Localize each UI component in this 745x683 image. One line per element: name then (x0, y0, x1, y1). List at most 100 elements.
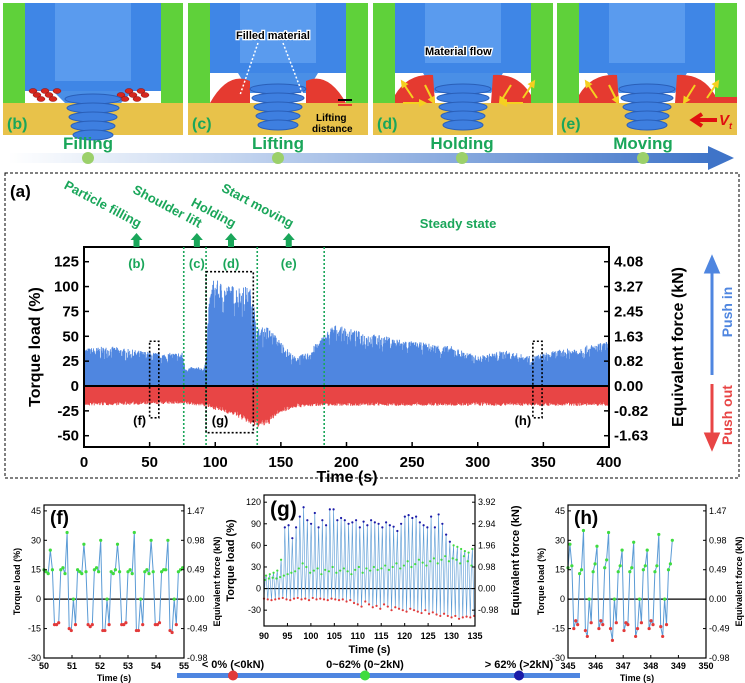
flow-arrow (584, 79, 598, 99)
data-point (418, 521, 421, 524)
data-point (599, 619, 603, 623)
data-point (568, 542, 572, 546)
data-point (647, 626, 651, 631)
y2-tick-label: 0.00 (709, 594, 727, 604)
tool-body (425, 3, 501, 63)
data-point (172, 597, 176, 601)
data-point (618, 564, 622, 568)
data-point (326, 598, 329, 602)
data-point (279, 558, 283, 561)
data-point (141, 623, 145, 627)
data-point (80, 572, 84, 576)
stage-dot (456, 152, 468, 164)
data-point (312, 569, 315, 572)
y-tick-label: 30 (555, 535, 565, 545)
plot-frame (43, 504, 185, 659)
y-tick-label: -25 (57, 403, 79, 420)
particle (44, 92, 54, 98)
data-point (461, 616, 464, 619)
data-point (332, 508, 335, 511)
y2-tick-label: 0.00 (614, 378, 643, 395)
data-point (358, 526, 361, 529)
panel-a-border (4, 172, 740, 479)
data-point (115, 542, 120, 546)
data-point (143, 570, 147, 574)
data-point (357, 565, 361, 569)
data-point (465, 615, 468, 618)
data-point (97, 570, 101, 574)
data-point (145, 568, 149, 572)
data-point (372, 565, 376, 569)
data-point (160, 570, 164, 574)
data-point (351, 521, 354, 524)
tool-body (55, 3, 131, 81)
data-point (420, 611, 423, 615)
data-point (149, 538, 153, 542)
y-tick-label: -15 (28, 624, 41, 634)
y-tick-label: 125 (54, 254, 79, 271)
particle (52, 88, 62, 94)
y-tick-label: 0 (36, 594, 41, 604)
data-point (620, 548, 624, 552)
data-point (335, 571, 338, 574)
tool-body (240, 3, 316, 63)
data-point (425, 564, 428, 567)
stage-arrow-icon (130, 233, 143, 247)
data-point (347, 522, 350, 525)
lifting-gap-mark (338, 104, 352, 106)
material-flow-label: Material flow (425, 46, 492, 58)
data-point (628, 570, 632, 574)
data-point (390, 609, 393, 612)
y-tick-label: 45 (31, 506, 41, 516)
data-point (406, 560, 409, 563)
x-axis-title: Time (s) (97, 673, 131, 683)
data-point (266, 598, 269, 601)
x-tick-label: 90 (259, 631, 269, 641)
data-point (577, 572, 582, 576)
illustration-panel-b: (b) (3, 3, 183, 141)
data-point (291, 537, 294, 540)
data-point (369, 569, 372, 572)
data-point (661, 634, 665, 639)
steady-state-label: Steady state (420, 216, 497, 231)
data-point (643, 564, 647, 568)
data-point (587, 597, 591, 601)
y-tick-label: 60 (251, 540, 261, 550)
velocity-subscript: t (729, 121, 733, 131)
data-point (67, 626, 71, 631)
data-point (455, 558, 458, 561)
push-out-arrow-icon (703, 384, 721, 452)
data-point (267, 577, 270, 580)
green-side-wall (346, 3, 368, 123)
data-point (118, 570, 122, 574)
stage-dot (272, 152, 284, 164)
x-tick-label: 51 (67, 661, 77, 671)
data-point (429, 560, 432, 563)
distance-label: distance (312, 124, 353, 135)
x-tick-label: 125 (421, 631, 436, 641)
data-point (641, 568, 645, 572)
data-point (614, 621, 618, 625)
data-point (282, 574, 285, 577)
y2-tick-label: 4.08 (614, 254, 643, 271)
data-point (388, 524, 391, 527)
green-side-wall (3, 3, 25, 123)
data-point (377, 522, 380, 525)
particle (124, 88, 134, 94)
particle (136, 88, 146, 94)
x-tick-label: 348 (643, 661, 658, 671)
stage-marker-label: Particle filling (62, 177, 144, 230)
x-tick-label: 400 (596, 454, 621, 471)
data-point (579, 568, 584, 572)
data-point (346, 570, 349, 573)
data-point (354, 519, 358, 522)
panel-label: (g) (270, 498, 297, 521)
data-point (272, 571, 275, 574)
tool-body (609, 3, 685, 63)
data-point (430, 515, 433, 518)
data-point (283, 526, 286, 529)
data-point (264, 574, 268, 577)
data-point (88, 625, 92, 629)
